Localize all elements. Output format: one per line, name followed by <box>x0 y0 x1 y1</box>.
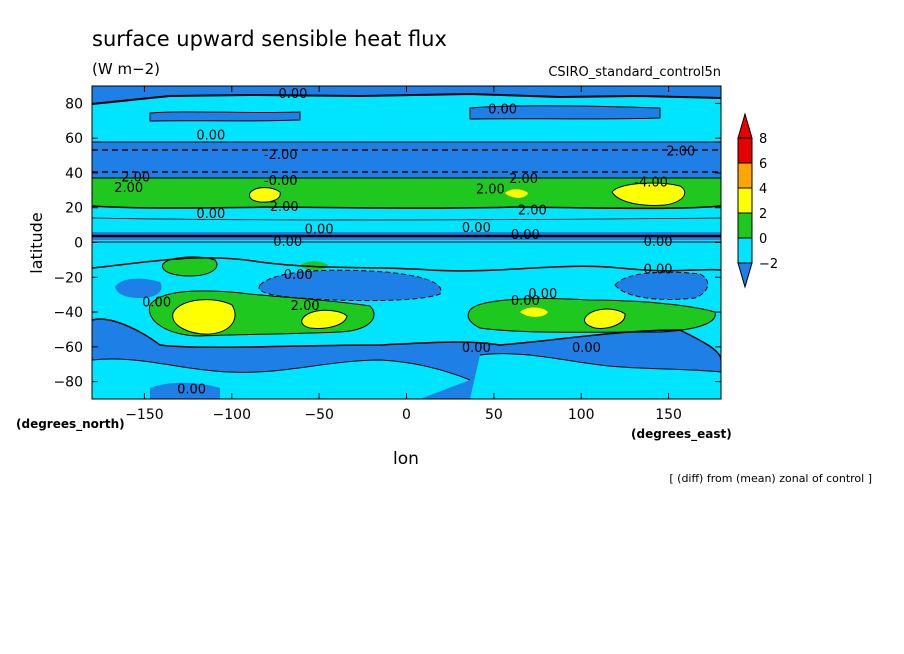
y-tick-label: −60 <box>53 340 83 356</box>
x-tick-label: −50 <box>304 407 334 423</box>
contour-label: 0.00 <box>278 87 307 102</box>
colorbar-label: 4 <box>759 182 767 197</box>
colorbar-label: 2 <box>759 207 767 222</box>
contour-label: -0.00 <box>264 174 298 189</box>
contour-label: 0.00 <box>511 294 540 309</box>
chart-title: surface upward sensible heat flux <box>92 27 447 51</box>
x-tick-label: 50 <box>485 407 503 423</box>
contour-label: 2.00 <box>666 144 695 159</box>
contour-field: 0.000.000.00-2.00 2.002.002.00 -0.00 2.002.… <box>92 86 721 399</box>
contour-label: 2.00 <box>121 170 150 185</box>
contour-label: 2.00 <box>518 203 547 218</box>
colorbar-bottom-arrow <box>737 262 753 289</box>
x-tick-label: −150 <box>125 407 163 423</box>
contour-label: 0.00 <box>511 228 540 243</box>
contour-label: 0.00 <box>142 296 171 311</box>
contour-label: 2.00 <box>509 172 538 187</box>
colorbar-swatch <box>737 137 753 164</box>
y-tick-label: 40 <box>65 166 83 182</box>
colorbar-label: 8 <box>759 132 767 147</box>
x-axis-title: lon <box>393 449 419 469</box>
contour-label: 0.00 <box>572 341 601 356</box>
contour-label: 2.00 <box>270 200 299 215</box>
y-axis-title: latitude <box>27 212 46 273</box>
y-tick-label: −40 <box>53 305 83 321</box>
y-units-label: (degrees_north) <box>16 417 125 432</box>
footnote: [ (diff) from (mean) zonal of control ] <box>669 472 872 485</box>
y-tick-label: 20 <box>65 201 83 217</box>
contour-label: 2.00 <box>291 299 320 314</box>
colorbar-swatch <box>737 162 753 189</box>
colorbar-top-arrow <box>737 112 753 139</box>
colorbar-swatch <box>737 237 753 264</box>
colorbar-swatch <box>737 212 753 239</box>
contour-label: 2.00 <box>476 183 505 198</box>
contour-label: 2.00 <box>114 181 143 196</box>
run-label: CSIRO_standard_control5n <box>548 65 721 80</box>
x-tick-label: 150 <box>655 407 682 423</box>
contour-label: 0.00 <box>273 235 302 250</box>
contour-label: 0.00 <box>528 287 557 302</box>
colorbar-label: 0 <box>759 232 767 247</box>
colorbar-swatch <box>737 187 753 214</box>
x-units-label: (degrees_east) <box>631 427 732 442</box>
contour-label: 0.00 <box>462 341 491 356</box>
y-tick-label: 80 <box>65 96 83 112</box>
contour-label: 0.00 <box>284 268 313 283</box>
y-tick-label: 60 <box>65 131 83 147</box>
y-tick-label: 0 <box>74 236 83 252</box>
y-tick-label: −20 <box>53 270 83 286</box>
x-tick-label: 0 <box>402 407 411 423</box>
contour-label: 0.00 <box>488 103 517 118</box>
contour-label: 0.00 <box>177 383 206 398</box>
contour-label: 0.00 <box>305 223 334 238</box>
x-tick-label: −100 <box>213 407 251 423</box>
contour-label: 0.00 <box>644 235 673 250</box>
x-tick-label: 100 <box>568 407 595 423</box>
units-label: (W m−2) <box>92 60 160 78</box>
contour-label: 0.00 <box>462 221 491 236</box>
colorbar-label: −2 <box>759 257 778 272</box>
contour-label: -2.00 <box>264 148 298 163</box>
contour-label: 0.00 <box>644 263 673 278</box>
contour-label: 0.00 <box>196 129 225 144</box>
contour-label: -4.00 <box>634 176 668 191</box>
contour-label: 0.00 <box>196 207 225 222</box>
y-tick-label: −80 <box>53 375 83 391</box>
colorbar: −2 0 2 4 6 8 <box>737 112 778 289</box>
colorbar-label: 6 <box>759 157 767 172</box>
